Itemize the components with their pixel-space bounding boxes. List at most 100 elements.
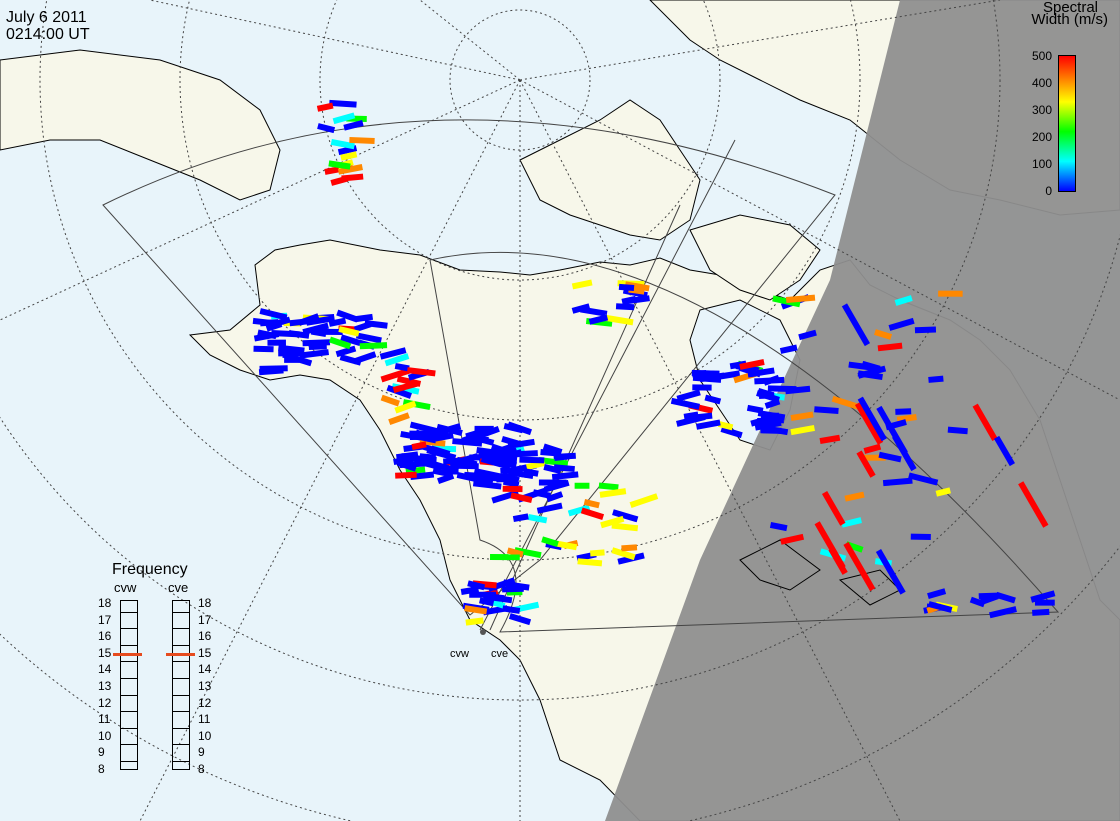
echo-cell — [995, 591, 1016, 604]
echo-cell — [769, 521, 788, 532]
frequency-gridline — [172, 678, 190, 679]
echo-cell — [500, 466, 523, 474]
echo-cell — [379, 347, 407, 360]
echo-cell — [432, 467, 452, 478]
echo-cell — [1018, 481, 1049, 528]
frequency-tick-left: 16 — [98, 629, 112, 644]
colorbar-tick-label: 300 — [1031, 103, 1052, 117]
colorbar-tick-label: 100 — [1031, 157, 1052, 171]
echo-cell — [330, 139, 355, 150]
frequency-tick-left: 15 — [98, 645, 112, 660]
echo-cell — [340, 151, 358, 161]
frequency-tick-left: 18 — [98, 596, 112, 610]
echo-cell — [450, 462, 479, 470]
echo-cell — [343, 120, 364, 131]
frequency-tick-left: 12 — [98, 695, 112, 710]
echo-cell — [746, 404, 764, 414]
echo-cell — [615, 303, 635, 311]
echo-cell — [395, 471, 417, 479]
echo-cell — [540, 449, 560, 457]
echo-cell — [908, 472, 939, 486]
echo-cell — [437, 472, 455, 484]
echo-cell — [472, 480, 502, 490]
arctic-islands — [519, 99, 701, 241]
echo-cell — [302, 339, 331, 347]
echo-cell — [1030, 590, 1056, 603]
frequency-gridline — [172, 711, 190, 713]
echo-cell — [598, 482, 619, 491]
echo-cell — [329, 99, 357, 108]
echo-cell — [785, 385, 811, 395]
echo-cell — [875, 549, 906, 595]
echo-cell — [328, 160, 351, 170]
echo-cell — [402, 399, 431, 411]
echo-cell — [266, 316, 291, 330]
echo-cell — [583, 499, 600, 509]
frequency-gridline — [120, 744, 138, 746]
echo-cell — [399, 460, 429, 469]
frequency-marker-cvw — [113, 653, 142, 656]
frequency-gridline — [120, 661, 138, 663]
frequency-gridline — [120, 711, 138, 713]
frequency-gridline — [172, 644, 190, 646]
echo-cell — [474, 425, 494, 432]
echo-cell — [843, 541, 876, 592]
site-label-cve: cve — [491, 648, 509, 660]
echo-cell — [621, 544, 638, 552]
echo-cell — [527, 513, 548, 524]
frequency-tick-right: 12 — [198, 695, 212, 710]
echo-cell — [621, 295, 637, 305]
echo-cell — [695, 419, 721, 430]
echo-cell — [739, 359, 765, 370]
echo-cell — [502, 485, 523, 493]
frequency-gridline — [120, 644, 138, 646]
echo-cell — [541, 536, 559, 547]
echo-cell — [409, 430, 429, 437]
colorbar-tick-label: 0 — [1045, 184, 1052, 198]
echo-cell — [910, 533, 931, 541]
echo-cell — [779, 344, 798, 354]
echo-cell — [444, 423, 462, 434]
frequency-title: Frequency — [112, 561, 188, 578]
echo-cell — [914, 326, 937, 334]
echo-cell — [821, 491, 846, 526]
frequency-gridline — [120, 694, 138, 696]
echo-cell — [763, 374, 780, 386]
echo-cell — [359, 342, 388, 350]
echo-cell — [553, 464, 575, 473]
frequency-tick-right: 14 — [198, 662, 212, 677]
echo-cell — [392, 380, 419, 393]
echo-cell — [258, 367, 284, 376]
echo-cell — [629, 493, 659, 508]
frequency-gridline — [120, 678, 138, 679]
echo-cell — [935, 487, 951, 497]
frequency-tick-right: 17 — [198, 612, 212, 627]
echo-cell — [510, 492, 533, 504]
echo-cell — [432, 460, 459, 475]
echo-cell — [567, 504, 591, 517]
echo-cell — [993, 435, 1015, 467]
echo-cell — [400, 453, 425, 463]
echo-cell — [831, 395, 862, 411]
echo-cell — [895, 408, 912, 415]
echo-cell — [856, 450, 876, 478]
echo-cell — [502, 579, 526, 592]
frequency-gridline — [120, 761, 138, 762]
echo-cell — [854, 401, 884, 445]
frequency-tick-left: 14 — [98, 662, 112, 677]
echo-cell — [720, 426, 743, 439]
plot-time: 0214:00 UT — [6, 26, 90, 43]
echo-cell — [844, 491, 865, 502]
echo-cell — [947, 426, 968, 435]
echo-cell — [490, 443, 511, 456]
frequency-tick-left: 13 — [98, 679, 112, 693]
echo-cell — [888, 317, 915, 331]
echo-cell — [469, 591, 497, 598]
echo-cell — [341, 173, 364, 182]
frequency-tick-left: 8 — [98, 762, 105, 776]
fov-cvw — [102, 119, 836, 616]
echo-cell — [465, 617, 484, 626]
echo-cell — [717, 420, 734, 431]
